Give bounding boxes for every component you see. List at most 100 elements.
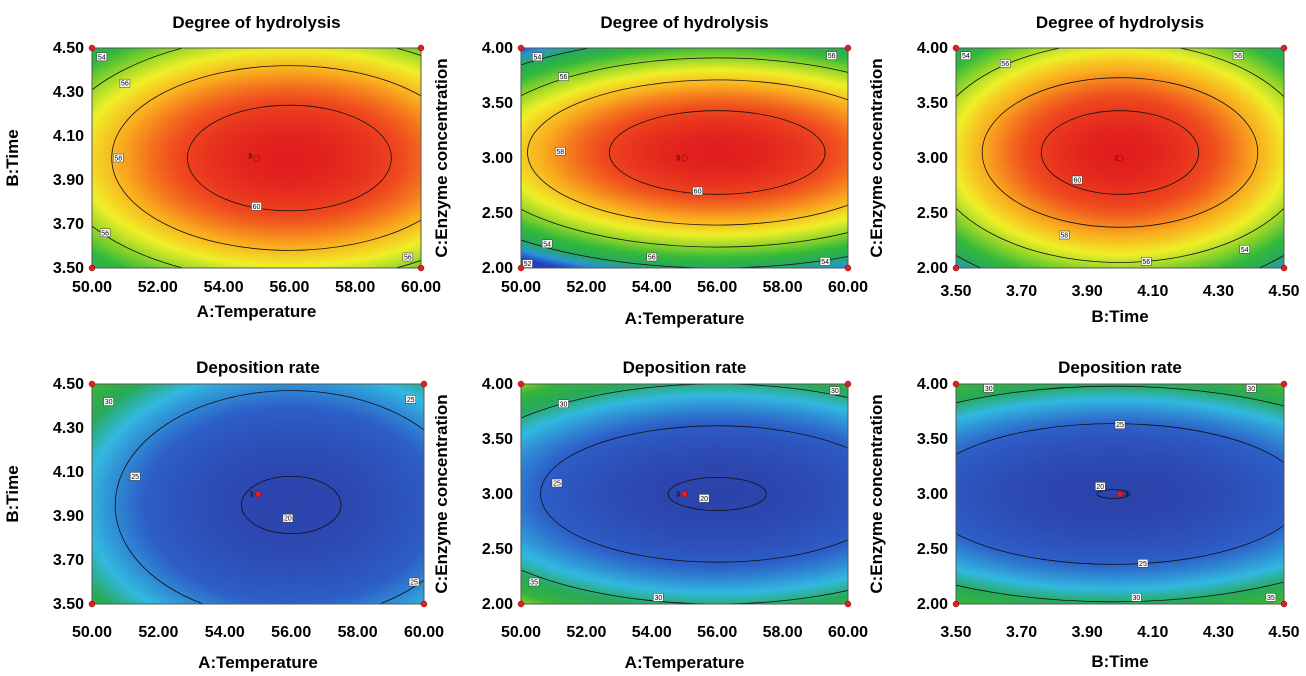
design-point [844,264,852,272]
contour-label: 56 [1234,53,1242,60]
contour-label-box [1095,482,1106,491]
x-tick-label: 58.00 [335,279,375,296]
contour-label: 3 [249,492,253,499]
y-tick-label: 2.50 [482,205,513,222]
center-point [254,490,262,498]
y-tick-label: 4.00 [917,40,948,57]
contour-label: 25 [410,580,418,587]
x-tick-label: 52.00 [138,279,178,296]
contour-label: 58 [114,156,122,163]
contour-label-box [129,472,141,481]
y-tick-label: 4.00 [482,376,513,393]
contour-label-box [251,202,262,211]
design-point [517,264,525,272]
x-tick-label: 52.00 [566,279,606,296]
contour-plot-5: 30 30 25 20 35 30 3 Deposition rate 50.00 52.00 54… [432,358,868,672]
contour-line-56 [956,48,1284,263]
contour-label: 25 [131,474,139,481]
chart-title: Deposition rate [1058,358,1182,377]
contour-label-box [1131,593,1142,602]
y-tick-label: 2.50 [917,541,948,558]
contour-label: 25 [1116,422,1124,429]
x-tick-label: 4.50 [1268,283,1299,300]
contour-label: 56 [101,230,109,237]
design-point [1280,380,1288,388]
contour-line-20 [667,477,767,511]
contour-label: 20 [1096,484,1104,491]
contour-label: 54 [533,54,541,61]
y-tick-label: 2.00 [482,596,513,613]
contour-label-box [99,228,111,238]
contour-label-box [554,147,566,156]
contour-line-60 [187,104,392,212]
design-point [420,600,428,608]
contour-label-box [1114,420,1126,429]
y-tick-label: 3.50 [53,596,84,613]
design-point [952,264,960,272]
x-tick-label: 56.00 [269,279,309,296]
y-tick-label: 4.10 [53,128,84,145]
x-tick-label: 60.00 [828,624,868,641]
x-axis-label: B:Time [1091,307,1148,326]
chart-title: Degree of hydrolysis [600,13,768,32]
x-axis-label: A:Temperature [197,302,317,321]
contour-label: 54 [1241,247,1249,254]
design-point [844,380,852,388]
design-point [1280,264,1288,272]
x-tick-label: 3.90 [1072,283,1103,300]
contour-label: 35 [530,580,538,587]
contour-label: 20 [700,496,708,503]
contour-label-box [1072,175,1083,185]
contour-label-box [1137,559,1149,568]
y-tick-label: 3.90 [53,508,84,525]
x-tick-label: 50.00 [72,279,112,296]
contour-label: 3 [248,153,252,160]
y-tick-label: 3.50 [482,95,513,112]
contour-label: 20 [284,516,292,523]
contour-label-box [558,72,569,81]
contour-label-box [558,399,569,409]
y-tick-label: 3.50 [482,431,513,448]
contour-label-box [405,395,416,404]
plot-frame [91,383,425,605]
contour-label: 54 [962,53,970,60]
x-tick-label: 50.00 [501,279,541,296]
y-tick-label: 4.00 [482,40,513,57]
contour-line-20 [1096,489,1131,499]
contour-label: 3 [1115,156,1119,163]
x-tick-label: 58.00 [338,624,378,641]
y-tick-label: 4.30 [53,84,84,101]
y-tick-label: 3.00 [917,150,948,167]
x-tick-label: 50.00 [72,624,112,641]
contour-label: 56 [404,255,412,262]
center-point [1116,154,1124,162]
contour-label: 30 [560,401,568,408]
y-tick-label: 3.50 [53,260,84,277]
y-axis-label: C:Enzyme concentration [867,58,886,257]
design-point [88,264,96,272]
contour-label: 56 [828,53,836,60]
contour-label-box [402,252,414,262]
design-point [952,600,960,608]
x-tick-label: 52.00 [566,624,606,641]
design-point [417,264,425,272]
y-axis-label: B:Time [3,129,22,186]
contour-line-60 [1040,110,1200,195]
x-tick-label: 4.30 [1203,624,1234,641]
y-tick-label: 2.00 [917,260,948,277]
y-tick-label: 2.00 [482,260,513,277]
design-point [952,380,960,388]
contour-label-box [829,386,841,395]
plot-frame [520,47,849,269]
contour-line-30 [956,385,1284,603]
plot-frame [955,383,1285,605]
chart-title: Degree of hydrolysis [172,13,340,32]
contour-label: 56 [121,81,129,88]
contour-label: 56 [1142,259,1150,266]
x-tick-label: 3.50 [940,624,971,641]
y-tick-label: 3.00 [482,486,513,503]
design-point [1280,44,1288,52]
contour-label-box [999,59,1011,68]
contour-label: 54 [821,259,829,266]
